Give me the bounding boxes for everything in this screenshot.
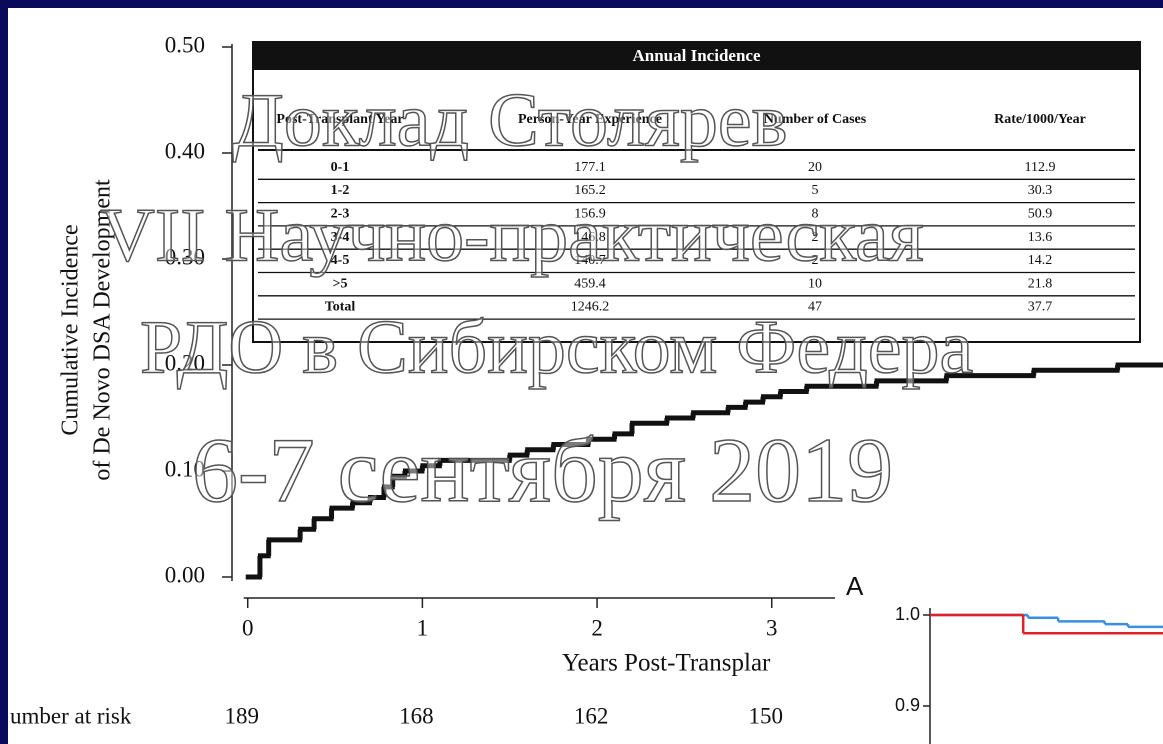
- x-tick-label: 2: [591, 615, 603, 640]
- table-cell: >5: [333, 276, 348, 291]
- column-header: Post-Transplant Year: [276, 112, 403, 127]
- table-cell: 13.6: [1028, 230, 1053, 245]
- risk-value: 189: [224, 703, 259, 728]
- table-box: [252, 41, 1141, 343]
- table-cell: 37.7: [1028, 300, 1053, 315]
- column-header: Person-Year Experience: [518, 112, 662, 127]
- table-cell: 20: [808, 160, 822, 175]
- x-tick-label: 3: [766, 615, 778, 640]
- y-tick-label: 0.50: [165, 32, 205, 57]
- y-axis-label: of De Novo DSA Development: [90, 179, 116, 481]
- table-cell: 47: [808, 300, 822, 315]
- table-cell: 165.2: [574, 183, 606, 198]
- table-cell: Total: [325, 300, 356, 315]
- table-title-bar: [253, 42, 1140, 70]
- risk-value: 162: [574, 703, 609, 728]
- table-cell: 10: [808, 276, 822, 291]
- table-cell: 146.8: [574, 230, 606, 245]
- y-tick-label: 0.20: [165, 350, 205, 375]
- table-cell: 2-3: [331, 206, 350, 221]
- table-title: Annual Incidence: [633, 46, 761, 65]
- table-cell: 1246.2: [571, 300, 610, 315]
- table-cell: 4-5: [331, 253, 350, 268]
- table-cell: 50.9: [1028, 206, 1053, 221]
- panel-label: A: [846, 571, 864, 601]
- risk-value: 150: [748, 703, 783, 728]
- table-cell: 140.7: [574, 253, 606, 268]
- table-cell: 459.4: [574, 276, 606, 291]
- table-cell: 5: [812, 183, 819, 198]
- column-header: Number of Cases: [764, 112, 867, 127]
- table-cell: 2: [812, 253, 819, 268]
- table-cell: 156.9: [574, 206, 606, 221]
- inset-chart-bg: [835, 570, 1163, 744]
- table-cell: 177.1: [574, 160, 606, 175]
- y-tick-label: 0.9: [895, 695, 920, 715]
- watermark-text: РДО в Сибирском Федера: [140, 305, 973, 389]
- y-tick-label: 0.30: [165, 244, 205, 269]
- x-tick-label: 0: [242, 615, 254, 640]
- watermark-text: Доклад Столярев: [232, 78, 788, 162]
- table-cell: 30.3: [1028, 183, 1053, 198]
- table-cell: 1-2: [331, 183, 350, 198]
- column-header: Rate/1000/Year: [994, 112, 1086, 127]
- table-cell: 14.2: [1028, 253, 1053, 268]
- watermark-text: VII Научно-практическая: [100, 193, 924, 277]
- x-axis-label: Years Post-Transplar: [562, 650, 771, 677]
- y-tick-label: 1.0: [895, 604, 920, 624]
- y-tick-label: 0.00: [165, 562, 205, 587]
- y-axis-label: Cumulative Incidence: [58, 224, 84, 435]
- table-cell: 8: [812, 206, 819, 221]
- risk-value: 168: [399, 703, 434, 728]
- table-cell: 0-1: [331, 160, 350, 175]
- table-cell: 21.8: [1028, 276, 1053, 291]
- watermark-text: 6-7 сентября 2019: [192, 419, 893, 521]
- y-tick-label: 0.10: [165, 456, 205, 481]
- table-cell: 2: [812, 230, 819, 245]
- y-tick-label: 0.40: [165, 138, 205, 163]
- risk-label: umber at risk: [10, 703, 132, 728]
- table-cell: 112.9: [1025, 160, 1056, 175]
- x-tick-label: 1: [417, 615, 429, 640]
- table-cell: 3-4: [331, 230, 350, 245]
